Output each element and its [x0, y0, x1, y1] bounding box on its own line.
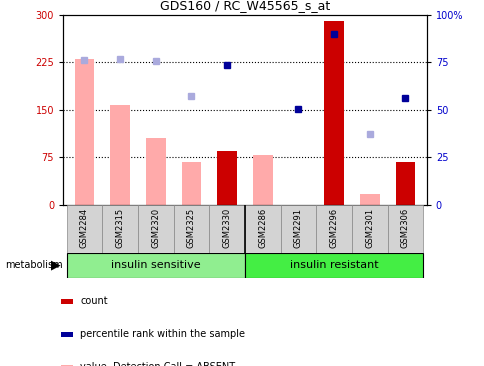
Bar: [102, 205, 137, 253]
Bar: [387, 205, 423, 253]
Bar: [137, 205, 173, 253]
Text: GSM2315: GSM2315: [115, 208, 124, 248]
Bar: [181, 162, 201, 205]
Text: count: count: [80, 296, 107, 306]
Text: percentile rank within the sample: percentile rank within the sample: [80, 329, 244, 339]
Text: GSM2320: GSM2320: [151, 208, 160, 248]
Bar: [359, 194, 379, 205]
Text: GSM2325: GSM2325: [186, 208, 196, 248]
Bar: [280, 205, 316, 253]
Bar: [110, 105, 130, 205]
Text: GSM2284: GSM2284: [80, 208, 89, 248]
Text: GSM2286: GSM2286: [257, 208, 267, 248]
Bar: [244, 205, 280, 253]
Bar: [66, 253, 244, 278]
Bar: [60, 332, 73, 337]
Bar: [253, 156, 272, 205]
Text: GSM2296: GSM2296: [329, 208, 338, 248]
Title: GDS160 / RC_W45565_s_at: GDS160 / RC_W45565_s_at: [159, 0, 330, 12]
Bar: [217, 151, 236, 205]
Text: ▶: ▶: [51, 259, 60, 272]
Bar: [146, 138, 165, 205]
Bar: [324, 21, 343, 205]
Bar: [60, 299, 73, 304]
Bar: [60, 365, 73, 366]
Bar: [75, 59, 94, 205]
Text: metabolism: metabolism: [5, 260, 62, 270]
Text: value, Detection Call = ABSENT: value, Detection Call = ABSENT: [80, 362, 235, 366]
Bar: [173, 205, 209, 253]
Text: GSM2306: GSM2306: [400, 208, 409, 248]
Bar: [209, 205, 244, 253]
Bar: [316, 205, 351, 253]
Text: GSM2330: GSM2330: [222, 208, 231, 248]
Bar: [395, 162, 414, 205]
Bar: [244, 253, 423, 278]
Bar: [66, 205, 102, 253]
Text: insulin resistant: insulin resistant: [289, 260, 378, 270]
Text: GSM2301: GSM2301: [364, 208, 374, 248]
Bar: [351, 205, 387, 253]
Text: GSM2291: GSM2291: [293, 208, 302, 248]
Text: insulin sensitive: insulin sensitive: [111, 260, 200, 270]
